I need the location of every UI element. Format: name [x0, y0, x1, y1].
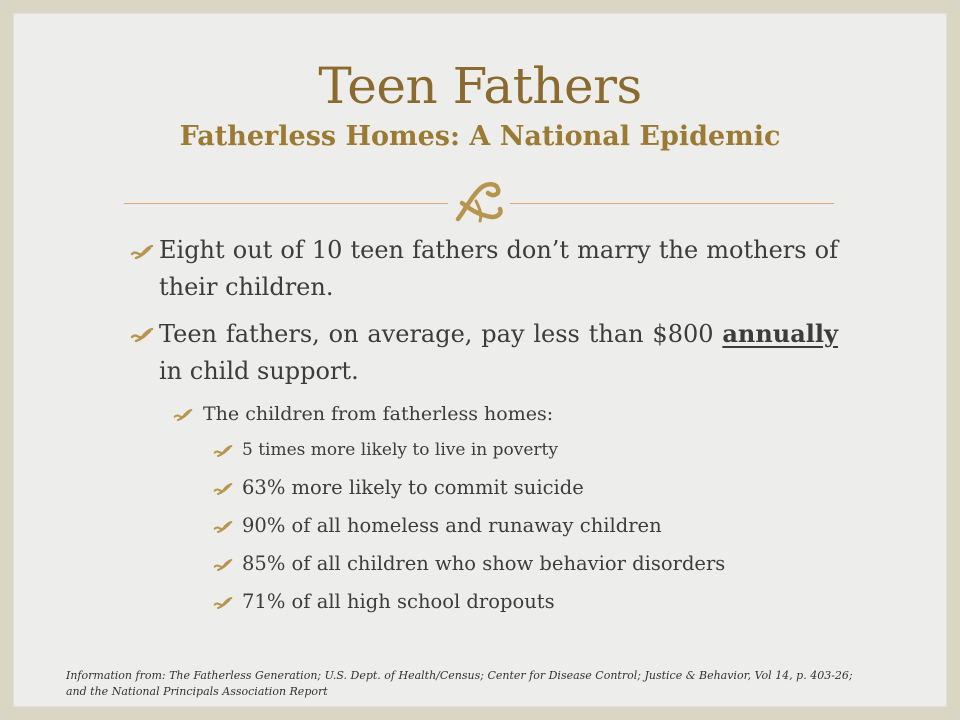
list-item-text: 71% of all high school dropouts — [242, 590, 555, 613]
check-flourish-icon — [213, 431, 233, 469]
check-flourish-icon — [173, 399, 193, 429]
check-flourish-icon — [213, 545, 233, 583]
slide-title: Teen Fathers — [318, 57, 642, 115]
content-panel — [13, 13, 947, 707]
slide-subtitle: Fatherless Homes: A National Epidemic — [179, 121, 781, 152]
list-item: 71% of all high school dropouts — [130, 583, 838, 621]
source-citation: Information from: The Fatherless Generat… — [66, 668, 916, 700]
source-line: and the National Principals Association … — [66, 685, 328, 698]
bullet-text: Eight out of 10 teen fathers don’t marry… — [159, 236, 838, 301]
bullet-text-end: in child support. — [159, 357, 359, 385]
list-item: 5 times more likely to live in poverty — [130, 431, 838, 469]
check-flourish-icon — [213, 583, 233, 621]
divider-line-right — [510, 203, 834, 204]
list-item-text: 85% of all children who show behavior di… — [242, 552, 726, 575]
list-item-text: 63% more likely to commit suicide — [242, 476, 584, 499]
sub-bullet-text: The children from fatherless homes: — [203, 403, 554, 425]
bullet-text-start: Teen fathers, on average, pay less than … — [159, 320, 723, 348]
list-item-text: 90% of all homeless and runaway children — [242, 514, 662, 537]
check-flourish-icon — [130, 232, 154, 269]
list-item: 85% of all children who show behavior di… — [130, 545, 838, 583]
scroll-flourish-icon — [455, 182, 503, 223]
check-flourish-icon — [213, 507, 233, 545]
list-item: 90% of all homeless and runaway children — [130, 507, 838, 545]
bullet-emphasis: annually — [722, 319, 838, 348]
check-flourish-icon — [130, 315, 154, 352]
bullet-list: Eight out of 10 teen fathers don’t marry… — [130, 232, 838, 621]
list-item-text: 5 times more likely to live in poverty — [242, 440, 558, 460]
bullet-item: Eight out of 10 teen fathers don’t marry… — [130, 232, 838, 306]
source-line: Information from: The Fatherless Generat… — [66, 669, 853, 682]
check-flourish-icon — [213, 469, 233, 507]
sub-bullet-item: The children from fatherless homes: — [130, 399, 838, 429]
bullet-item: Teen fathers, on average, pay less than … — [130, 315, 838, 390]
list-item: 63% more likely to commit suicide — [130, 469, 838, 507]
divider-line-left — [124, 203, 448, 204]
